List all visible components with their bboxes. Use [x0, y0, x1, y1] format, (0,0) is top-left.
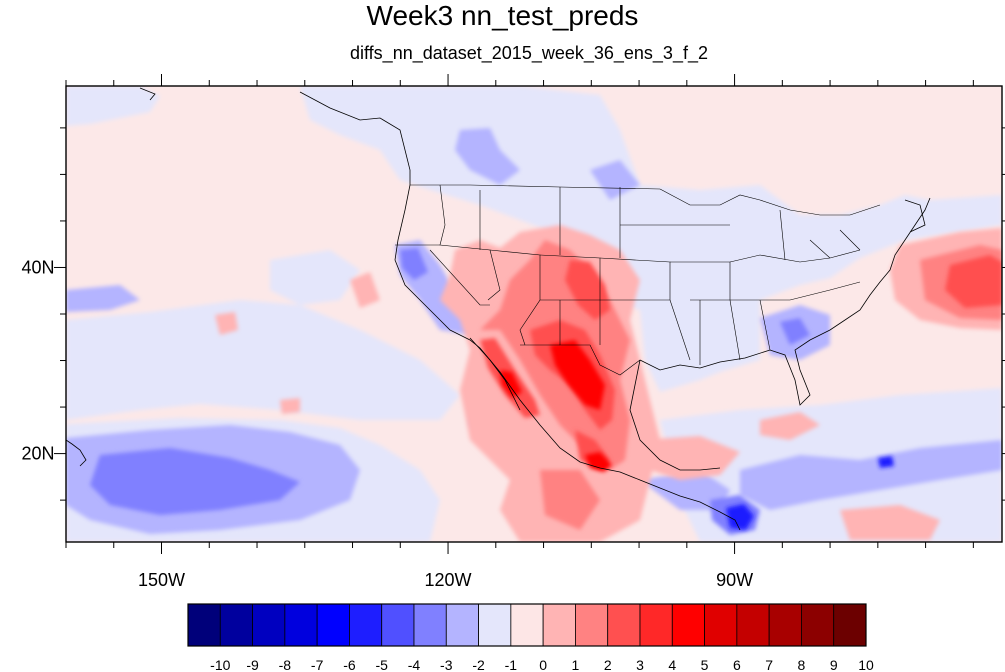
- lat-tick-label: 40N: [21, 257, 54, 277]
- lon-tick-label: 120W: [425, 570, 472, 590]
- negative-anomaly-core: [726, 456, 894, 530]
- colorbar-swatch: [349, 603, 383, 647]
- state-borders: [395, 184, 881, 376]
- colorbar-swatch: [736, 603, 770, 647]
- colorbar-swatch: [510, 603, 544, 647]
- colorbar-label: 7: [765, 657, 773, 672]
- colorbar-label: 3: [636, 657, 644, 672]
- axis-ticks: 150W 120W 90W 40N 20N: [21, 74, 1005, 590]
- colorbar-swatch: [316, 603, 350, 647]
- colorbar-label: 6: [733, 657, 741, 672]
- colorbar-swatch: [252, 603, 286, 647]
- colorbar-label: 4: [668, 657, 676, 672]
- colorbar-label: 0: [539, 657, 547, 672]
- colorbar-label: 10: [858, 657, 874, 672]
- colorbar-swatch: [284, 603, 318, 647]
- colorbar-swatch: [639, 603, 673, 647]
- colorbar-label: -4: [408, 657, 421, 672]
- colorbar-swatch: [381, 603, 415, 647]
- colorbar-label: -8: [279, 657, 292, 672]
- colorbar-label: 8: [798, 657, 806, 672]
- colorbar-label: 2: [604, 657, 612, 672]
- colorbar-swatch: [671, 603, 705, 647]
- lon-tick-label: 90W: [716, 570, 753, 590]
- colorbar-label: -10: [210, 657, 230, 672]
- colorbar-swatch: [801, 603, 835, 647]
- colorbar-swatch: [768, 603, 802, 647]
- lat-tick-label: 20N: [21, 444, 54, 464]
- colorbar-frame: [187, 603, 867, 647]
- colorbar-swatch: [413, 603, 447, 647]
- colorbar-label: -1: [505, 657, 518, 672]
- positive-anomaly-core: [500, 340, 612, 472]
- colorbar-swatch: [575, 603, 609, 647]
- colorbar-label: 5: [701, 657, 709, 672]
- colorbar-swatch: [704, 603, 738, 647]
- coastlines: [66, 87, 931, 531]
- colorbar-label: 1: [572, 657, 580, 672]
- colorbar-swatch: [542, 603, 576, 647]
- colorbar-swatch: [445, 603, 479, 647]
- colorbar-label: -9: [246, 657, 259, 672]
- colorbar-label: -6: [343, 657, 356, 672]
- colorbar-swatch: [478, 603, 512, 647]
- map-title: Week3 nn_test_preds: [366, 0, 639, 31]
- colorbar-swatch: [833, 603, 867, 647]
- anomaly-field: [66, 86, 1002, 542]
- map-subtitle: diffs_nn_dataset_2015_week_36_ens_3_f_2: [350, 43, 708, 63]
- colorbar-label: -7: [311, 657, 324, 672]
- colorbar: -10 -9 -8 -7 -6 -5 -4 -3 -2 -1 0 1 2 3 4 5 6 7 8 9 10: [187, 603, 874, 672]
- colorbar-label: -2: [472, 657, 485, 672]
- colorbar-swatch: [607, 603, 641, 647]
- colorbar-label: -3: [440, 657, 453, 672]
- colorbar-swatch: [219, 603, 253, 647]
- colorbar-swatch: [187, 603, 221, 647]
- colorbar-label: 9: [830, 657, 838, 672]
- colorbar-label: -5: [375, 657, 388, 672]
- lon-tick-label: 150W: [138, 570, 185, 590]
